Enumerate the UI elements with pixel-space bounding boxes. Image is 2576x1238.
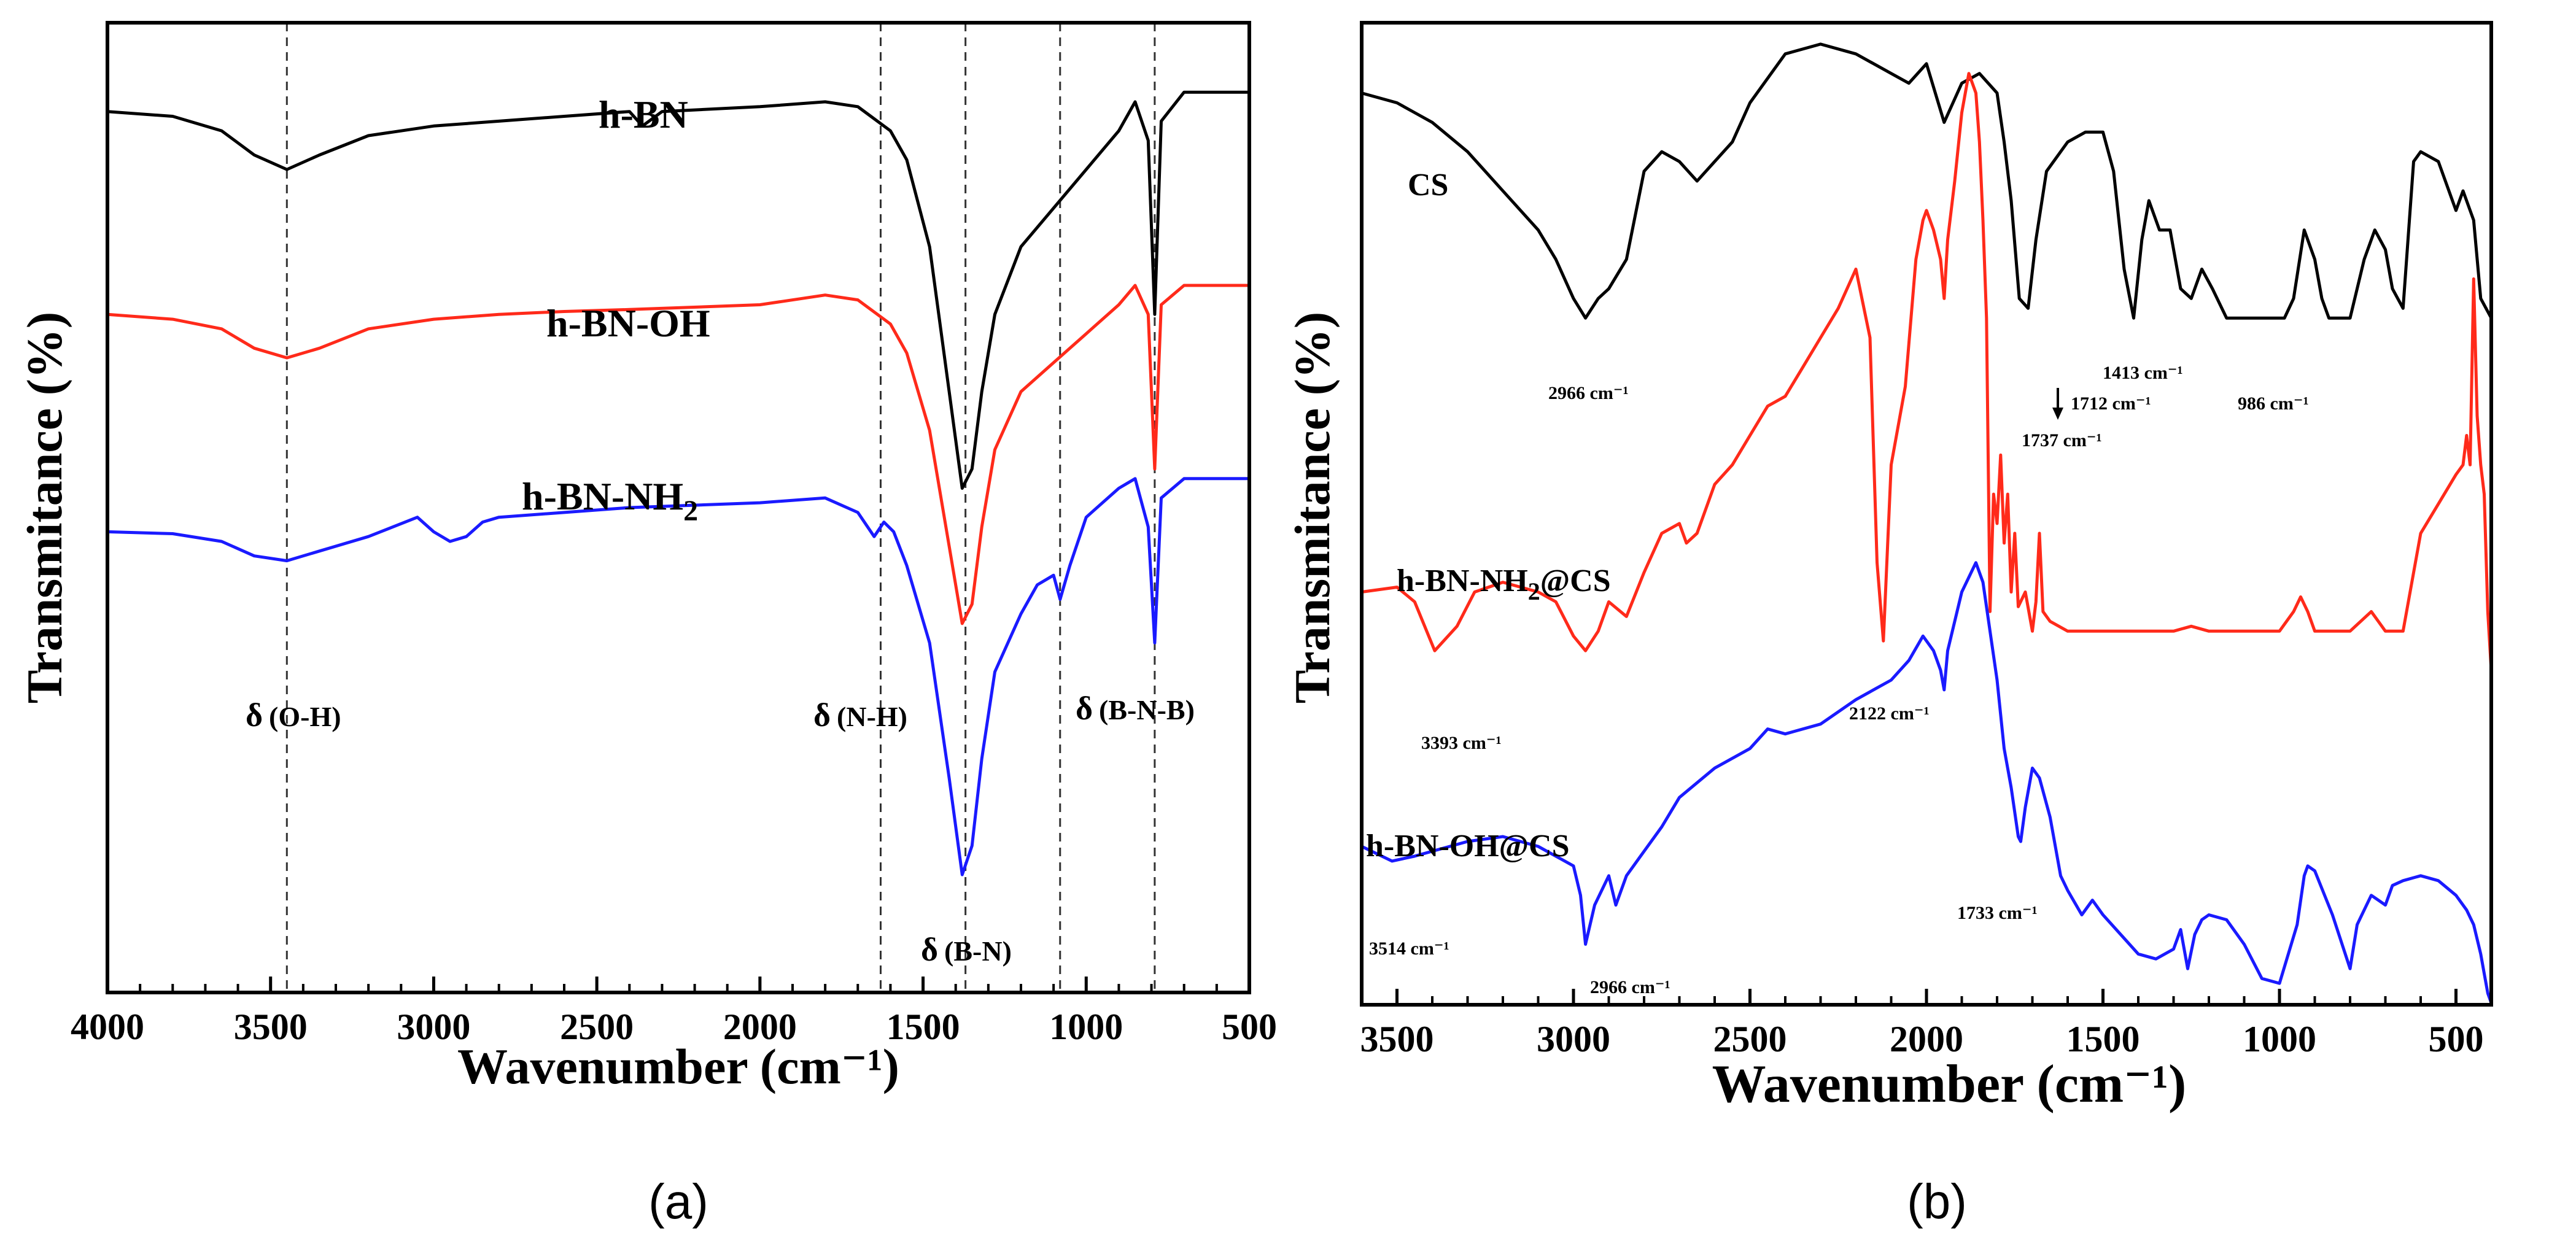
peak-label-cs-1737: 1737 cm⁻¹: [2022, 430, 2102, 451]
panel-a-x-tick-label-2500: 2500: [560, 1007, 634, 1047]
panel-a-series-line-h-bn-oh: [106, 284, 1251, 625]
peak-label-cs-986: 986 cm⁻¹: [2238, 393, 2309, 414]
series-label-h-bn-nh2-cs-main: h-BN-NH: [1397, 563, 1528, 598]
panel-b-x-tick-label-3000: 3000: [1537, 1019, 1610, 1059]
annotation-delta-nh-symbol: δ: [813, 697, 831, 733]
annotation-delta-bn: δ (B-N): [921, 931, 1012, 968]
panel-a: 4000 3500 3000 2500 2000 1500 1000 500 h-BN h-B…: [17, 21, 1277, 1229]
peak-label-nh2-3393: 3393 cm⁻¹: [1421, 733, 1502, 753]
panel-b-x-tick-label-500: 500: [2429, 1019, 2484, 1059]
peak-arrow-1737: [2052, 388, 2063, 420]
peak-label-oh-3514: 3514 cm⁻¹: [1369, 938, 1449, 959]
panel-a-x-tick-label-4000: 4000: [71, 1007, 144, 1047]
panel-a-x-tick-label-1500: 1500: [886, 1007, 960, 1047]
panel-a-reference-lines: [285, 23, 1156, 992]
panel-b-x-tick-label-2000: 2000: [1890, 1019, 1963, 1059]
panel-a-x-tick-label-2000: 2000: [723, 1007, 797, 1047]
panel-a-y-axis-label: Transmitance (%): [17, 312, 72, 703]
panel-a-series-line-h-bn: [106, 90, 1251, 490]
annotation-delta-bn-symbol: δ: [921, 931, 938, 968]
peak-label-oh-1733: 1733 cm⁻¹: [1957, 903, 2038, 923]
panel-a-series-line-h-bn-nh2: [106, 477, 1251, 876]
panel-a-series: [106, 90, 1251, 876]
panel-b-x-tick-label-1500: 1500: [2066, 1019, 2140, 1059]
panel-a-x-tick-label-500: 500: [1222, 1007, 1277, 1047]
panel-b-series-line-h-bn-oh-cs: [1360, 561, 2493, 1005]
peak-label-oh-2966: 2966 cm⁻¹: [1590, 977, 1670, 997]
annotation-delta-nh-text: (N-H): [837, 701, 907, 732]
panel-a-x-tick-label-3500: 3500: [234, 1007, 308, 1047]
panel-b-y-axis-label: Transmitance (%): [1284, 312, 1340, 703]
series-label-h-bn-nh2-cs-subscript: 2: [1528, 578, 1540, 605]
panel-b-x-tick-label-3500: 3500: [1360, 1019, 1434, 1059]
series-label-h-bn-oh-cs: h-BN-OH@CS: [1366, 829, 1570, 864]
annotation-delta-bnb-text: (B-N-B): [1099, 694, 1195, 725]
series-label-h-bn-nh2-subscript: 2: [683, 495, 698, 527]
panel-a-x-tick-label-1000: 1000: [1049, 1007, 1123, 1047]
peak-label-cs-1413: 1413 cm⁻¹: [2103, 363, 2183, 383]
panel-a-x-ticks: 4000 3500 3000 2500 2000 1500 1000 500: [71, 977, 1277, 1047]
annotation-delta-oh-symbol: δ: [246, 697, 263, 733]
series-label-h-bn-oh: h-BN-OH: [546, 301, 710, 345]
panel-a-x-axis-label: Wavenumber (cm⁻¹): [457, 1039, 899, 1094]
series-label-cs: CS: [1408, 168, 1448, 203]
peak-label-cs-1712: 1712 cm⁻¹: [2071, 393, 2151, 414]
panel-b-series-line-h-bn-nh2-cs: [1360, 72, 2493, 672]
series-label-h-bn-nh2: h-BN-NH2: [522, 474, 698, 527]
panel-b-x-ticks: 3500 3000 2500 2000 1500 1000 500: [1360, 989, 2493, 1059]
peak-label-cs-2966: 2966 cm⁻¹: [1548, 383, 1629, 403]
panel-b-series-line-cs: [1360, 42, 2493, 320]
panel-b-x-tick-label-2500: 2500: [1713, 1019, 1787, 1059]
panel-a-x-tick-label-3000: 3000: [397, 1007, 470, 1047]
panel-b: 3500 3000 2500 2000 1500 1000 500 CS h-BN-NH2@…: [1284, 21, 2493, 1229]
panel-a-frame: [106, 21, 1251, 994]
series-label-h-bn: h-BN: [599, 93, 688, 136]
series-label-h-bn-nh2-cs: h-BN-NH2@CS: [1397, 563, 1611, 605]
series-label-h-bn-nh2-main: h-BN-NH: [522, 474, 683, 518]
panel-b-x-tick-label-1000: 1000: [2243, 1019, 2316, 1059]
annotation-delta-nh: δ (N-H): [813, 697, 907, 733]
panel-b-x-axis-label: Wavenumber (cm⁻¹): [1712, 1054, 2187, 1114]
panel-b-caption: (b): [1907, 1174, 1967, 1229]
series-label-h-bn-nh2-cs-suffix: @CS: [1540, 563, 1611, 598]
panel-a-caption: (a): [648, 1174, 708, 1229]
annotation-delta-bnb: δ (B-N-B): [1076, 690, 1195, 727]
annotation-delta-bn-text: (B-N): [944, 935, 1012, 967]
annotation-delta-oh-text: (O-H): [269, 701, 341, 732]
annotation-delta-oh: δ (O-H): [246, 697, 341, 733]
panel-b-series: [1360, 42, 2493, 1005]
annotation-delta-bnb-symbol: δ: [1076, 690, 1093, 727]
peak-label-nh2-2122: 2122 cm⁻¹: [1849, 703, 1930, 724]
